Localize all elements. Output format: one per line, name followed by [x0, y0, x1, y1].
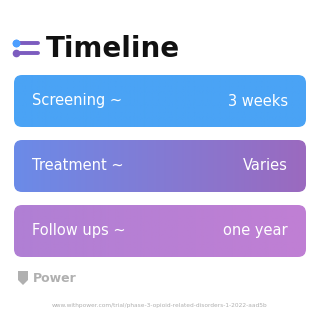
Text: Screening ~: Screening ~ — [32, 94, 122, 109]
Text: Follow ups ~: Follow ups ~ — [32, 223, 126, 238]
Text: www.withpower.com/trial/phase-3-opioid-related-disorders-1-2022-aad5b: www.withpower.com/trial/phase-3-opioid-r… — [52, 302, 268, 307]
Text: Power: Power — [33, 271, 77, 284]
Text: Varies: Varies — [243, 159, 288, 174]
Text: Treatment ~: Treatment ~ — [32, 159, 124, 174]
Text: 3 weeks: 3 weeks — [228, 94, 288, 109]
Text: Timeline: Timeline — [46, 35, 180, 63]
Polygon shape — [18, 271, 28, 285]
Text: one year: one year — [223, 223, 288, 238]
